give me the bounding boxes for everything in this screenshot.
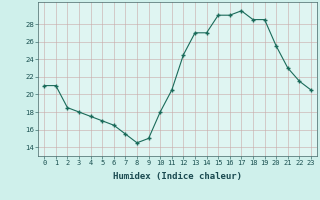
- X-axis label: Humidex (Indice chaleur): Humidex (Indice chaleur): [113, 172, 242, 181]
